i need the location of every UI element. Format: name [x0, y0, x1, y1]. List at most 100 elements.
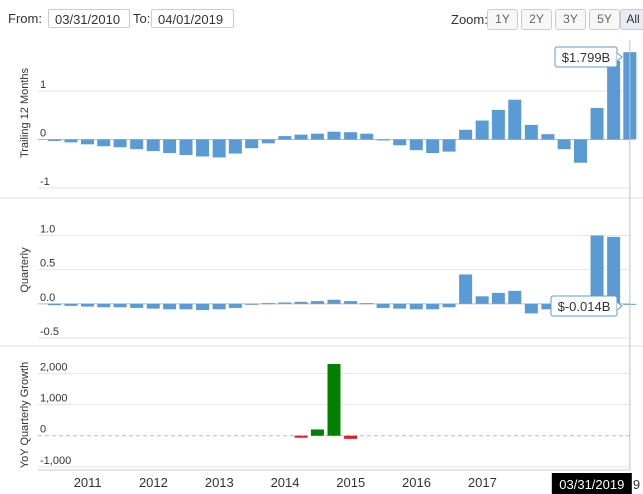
- bar: [163, 303, 177, 310]
- zoom-label: Zoom:: [451, 12, 488, 27]
- bar: [459, 129, 473, 140]
- bar: [113, 303, 127, 308]
- x-year-label: 2017: [468, 475, 497, 490]
- bar: [97, 139, 111, 147]
- bar: [426, 139, 440, 154]
- bar: [442, 139, 456, 152]
- zoom-2y-button[interactable]: 2Y: [521, 9, 552, 30]
- zoom-5y-button[interactable]: 5Y: [589, 9, 620, 30]
- y-tick-label: 1: [40, 79, 46, 91]
- bar: [130, 303, 144, 308]
- bar: [541, 134, 555, 140]
- bar: [409, 303, 423, 310]
- bar: [113, 139, 127, 148]
- x-year-label: 2015: [336, 475, 365, 490]
- bar: [344, 132, 358, 140]
- bar: [426, 303, 440, 310]
- bar: [278, 136, 292, 140]
- bar: [327, 299, 341, 304]
- bar: [508, 290, 522, 304]
- y-tick-label: 1.0: [40, 224, 55, 236]
- bar: [310, 301, 324, 304]
- x-year-label: 2016: [402, 475, 431, 490]
- bar: [97, 303, 111, 308]
- bar: [393, 303, 407, 309]
- bar: [245, 139, 259, 149]
- bar: [130, 139, 144, 150]
- bar: [442, 303, 456, 308]
- bar: [590, 107, 604, 140]
- y-tick-label: -1: [40, 176, 50, 188]
- y-tick-label: 0: [40, 127, 46, 139]
- bar: [146, 303, 160, 309]
- bar: [228, 303, 242, 308]
- bar: [360, 303, 374, 305]
- bar: [344, 301, 358, 304]
- bar: [508, 99, 522, 140]
- y-tick-label: 0.5: [40, 258, 55, 270]
- y-tick-label: -0.5: [40, 326, 59, 338]
- zoom-3y-button[interactable]: 3Y: [555, 9, 586, 30]
- bar: [146, 139, 160, 152]
- from-date-input[interactable]: 03/31/2010: [48, 9, 130, 28]
- bar: [47, 139, 61, 141]
- bar: [475, 296, 489, 304]
- growth-bar: [310, 429, 324, 436]
- bar: [607, 60, 621, 140]
- bar: [179, 139, 193, 156]
- y-tick-label: 0: [40, 424, 46, 436]
- bar: [607, 236, 621, 304]
- bar: [360, 133, 374, 140]
- panel-title-1: Quarterly: [19, 247, 31, 293]
- bar: [573, 139, 587, 163]
- date-highlight-bg: [551, 473, 632, 494]
- bar: [81, 303, 95, 307]
- bar: [228, 139, 242, 154]
- bar: [64, 139, 78, 143]
- growth-bar: [327, 364, 341, 436]
- to-label: To:: [133, 11, 151, 26]
- bar: [212, 139, 226, 158]
- quarterly-tooltip-text: $-0.014B: [558, 299, 611, 314]
- bar: [81, 139, 95, 145]
- bar: [327, 131, 341, 140]
- x-year-label: 2013: [205, 475, 234, 490]
- y-tick-label: 2,000: [40, 361, 68, 373]
- bar: [294, 301, 308, 304]
- bar: [557, 139, 571, 150]
- bar: [261, 139, 275, 144]
- quarterly-tooltip-pointer: [616, 301, 623, 311]
- growth-bar: [344, 435, 358, 439]
- x-year-label: 2012: [139, 475, 168, 490]
- from-label: From:: [8, 11, 42, 26]
- y-tick-label: -1,000: [40, 455, 71, 467]
- bar: [541, 303, 555, 310]
- bar: [64, 303, 78, 306]
- bar: [278, 302, 292, 304]
- to-date-input[interactable]: 04/01/2019: [151, 9, 234, 28]
- x-year-label: 2014: [271, 475, 300, 490]
- bar: [524, 303, 538, 314]
- bar: [163, 139, 177, 154]
- bar: [459, 274, 473, 304]
- bar: [212, 303, 226, 310]
- date-highlight-label: 03/31/2019: [559, 477, 624, 492]
- bar: [245, 303, 259, 305]
- bar: [294, 134, 308, 140]
- panel-title-0: Trailing 12 Months: [19, 67, 31, 158]
- ttm-tooltip-text: $1.799B: [562, 50, 610, 65]
- bar: [376, 303, 390, 308]
- x-edge-label: 9: [633, 477, 640, 492]
- bar: [261, 303, 275, 305]
- zoom-1y-button[interactable]: 1Y: [487, 9, 518, 30]
- y-tick-label: 1,000: [40, 393, 68, 405]
- bar: [491, 109, 505, 140]
- zoom-all-button[interactable]: All: [620, 9, 643, 30]
- bar: [524, 124, 538, 140]
- bar: [310, 133, 324, 140]
- bar: [47, 303, 61, 306]
- bar: [491, 292, 505, 304]
- x-year-label: 2011: [74, 475, 102, 490]
- bar: [409, 139, 423, 151]
